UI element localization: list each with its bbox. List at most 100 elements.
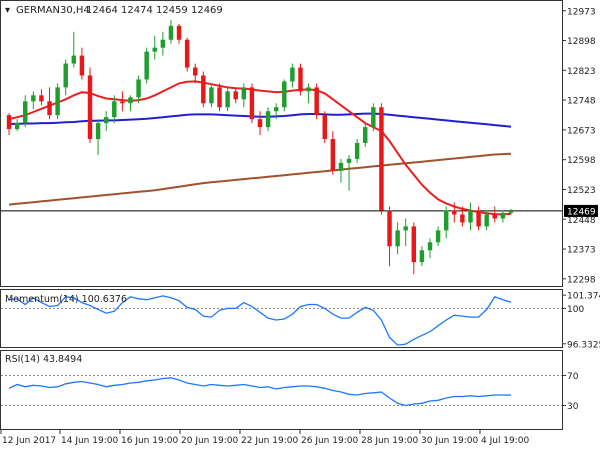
candle-body bbox=[63, 63, 68, 88]
candle-body bbox=[330, 139, 336, 171]
candle-body bbox=[508, 210, 514, 213]
y-tick-label: 12523 bbox=[567, 186, 596, 196]
y-tick-label: 12448 bbox=[567, 216, 596, 226]
candle-body bbox=[290, 67, 295, 82]
candle-body bbox=[241, 87, 247, 100]
candle-body bbox=[257, 119, 263, 128]
main-panel-frame bbox=[0, 0, 563, 287]
x-tick-label: 22 Jun 19:00 bbox=[241, 436, 298, 446]
candle-body bbox=[435, 230, 441, 243]
x-axis: 12 Jun 2017 14 Jun 19:00 16 Jun 19:00 20 Ju… bbox=[0, 430, 530, 446]
x-tick-label: 16 Jun 19:00 bbox=[121, 436, 178, 446]
moving-average-line bbox=[8, 80, 512, 216]
candle-body bbox=[128, 97, 133, 104]
y-tick-label: 70 bbox=[567, 372, 579, 382]
y-tick-label: 12898 bbox=[567, 37, 596, 47]
candle-body bbox=[168, 25, 174, 40]
x-tick-label: 20 Jun 19:00 bbox=[181, 436, 238, 446]
moving-average-line bbox=[8, 152, 512, 206]
candle-body bbox=[468, 210, 473, 223]
indicator-line bbox=[8, 377, 512, 407]
y-tick-label: 12598 bbox=[567, 156, 596, 166]
candle-body bbox=[322, 115, 327, 140]
candle-body bbox=[419, 250, 425, 263]
candle-body bbox=[225, 91, 230, 108]
candle-body bbox=[500, 212, 506, 219]
x-tick-label: 14 Jun 19:00 bbox=[61, 436, 118, 446]
candle-body bbox=[112, 101, 117, 118]
candle-body bbox=[39, 95, 44, 102]
candle-body bbox=[403, 226, 408, 231]
candle-body bbox=[395, 230, 400, 247]
y-tick-label: 12748 bbox=[567, 97, 596, 107]
candle-body bbox=[314, 87, 319, 116]
candle-body bbox=[476, 210, 481, 227]
candle-body bbox=[443, 210, 449, 231]
candle-body bbox=[55, 87, 60, 116]
y-tick-label: 12823 bbox=[567, 67, 596, 77]
current-price-label: 12469 bbox=[567, 207, 596, 217]
candle-body bbox=[217, 87, 222, 108]
candle-body bbox=[201, 75, 206, 104]
candle-body bbox=[184, 39, 190, 68]
current-price-tag bbox=[564, 204, 598, 217]
candle-body bbox=[338, 162, 344, 171]
candle-body bbox=[249, 87, 255, 120]
y-tick-label: 96.3325 bbox=[567, 340, 600, 350]
candle-body bbox=[346, 158, 352, 163]
candle-body bbox=[265, 111, 271, 128]
candle-body bbox=[71, 55, 77, 64]
ohlc-readout: 12464 12474 12459 12469 bbox=[86, 5, 223, 16]
candle-body bbox=[120, 101, 125, 104]
candle-body bbox=[492, 214, 497, 219]
indicator-line bbox=[8, 295, 512, 346]
candle-body bbox=[387, 210, 392, 247]
candle-body bbox=[31, 95, 36, 102]
candle-body bbox=[209, 87, 214, 104]
candle-body bbox=[273, 107, 279, 112]
x-tick-label: 12 Jun 2017 bbox=[2, 436, 56, 446]
candle-body bbox=[298, 67, 303, 92]
candle-body bbox=[193, 67, 198, 76]
candle-body bbox=[484, 214, 489, 227]
candle-body bbox=[306, 87, 311, 92]
candle-body bbox=[87, 75, 93, 140]
candle-body bbox=[371, 107, 376, 128]
candle-body bbox=[460, 214, 465, 223]
candle-body bbox=[176, 25, 182, 40]
candle-body bbox=[354, 143, 360, 159]
x-tick-label: 30 Jun 19:00 bbox=[421, 436, 478, 446]
candle-body bbox=[6, 115, 12, 130]
y-tick-label: 12973 bbox=[567, 7, 596, 17]
y-tick-label: 100 bbox=[567, 305, 584, 315]
momentum-panel-frame bbox=[0, 289, 563, 348]
candle-body bbox=[411, 226, 417, 263]
candle-body bbox=[427, 242, 433, 251]
momentum-title: Momentum(14) 100.6376 bbox=[5, 294, 127, 305]
candle-body bbox=[152, 47, 157, 52]
candle-body bbox=[14, 123, 20, 130]
momentum-panel: 101.374 100 96.3325 bbox=[1, 292, 600, 350]
candle-body bbox=[95, 123, 101, 140]
y-tick-label: 101.374 bbox=[567, 292, 600, 302]
y-tick-label: 12298 bbox=[567, 275, 596, 285]
main-price-panel: 12973 12898 12823 12748 12673 12598 12523 12448… bbox=[1, 7, 598, 285]
candle-body bbox=[160, 39, 166, 48]
y-tick-label: 12673 bbox=[567, 126, 596, 136]
candle-body bbox=[233, 91, 238, 100]
y-tick-label: 12373 bbox=[567, 246, 596, 256]
main-title: GERMAN30,H4 bbox=[16, 5, 90, 16]
symbol-icon: ▾ bbox=[5, 5, 10, 16]
y-tick-label: 30 bbox=[567, 402, 579, 412]
rsi-panel: 70 30 bbox=[1, 372, 579, 412]
candle-body bbox=[79, 55, 85, 76]
candle-body bbox=[103, 117, 109, 124]
x-tick-label: 26 Jun 19:00 bbox=[301, 436, 358, 446]
candle-body bbox=[144, 51, 149, 80]
candle-body bbox=[282, 81, 287, 108]
x-tick-label: 28 Jun 19:00 bbox=[361, 436, 418, 446]
candle-body bbox=[363, 127, 368, 143]
x-tick-label: 4 Jul 19:00 bbox=[481, 436, 530, 446]
